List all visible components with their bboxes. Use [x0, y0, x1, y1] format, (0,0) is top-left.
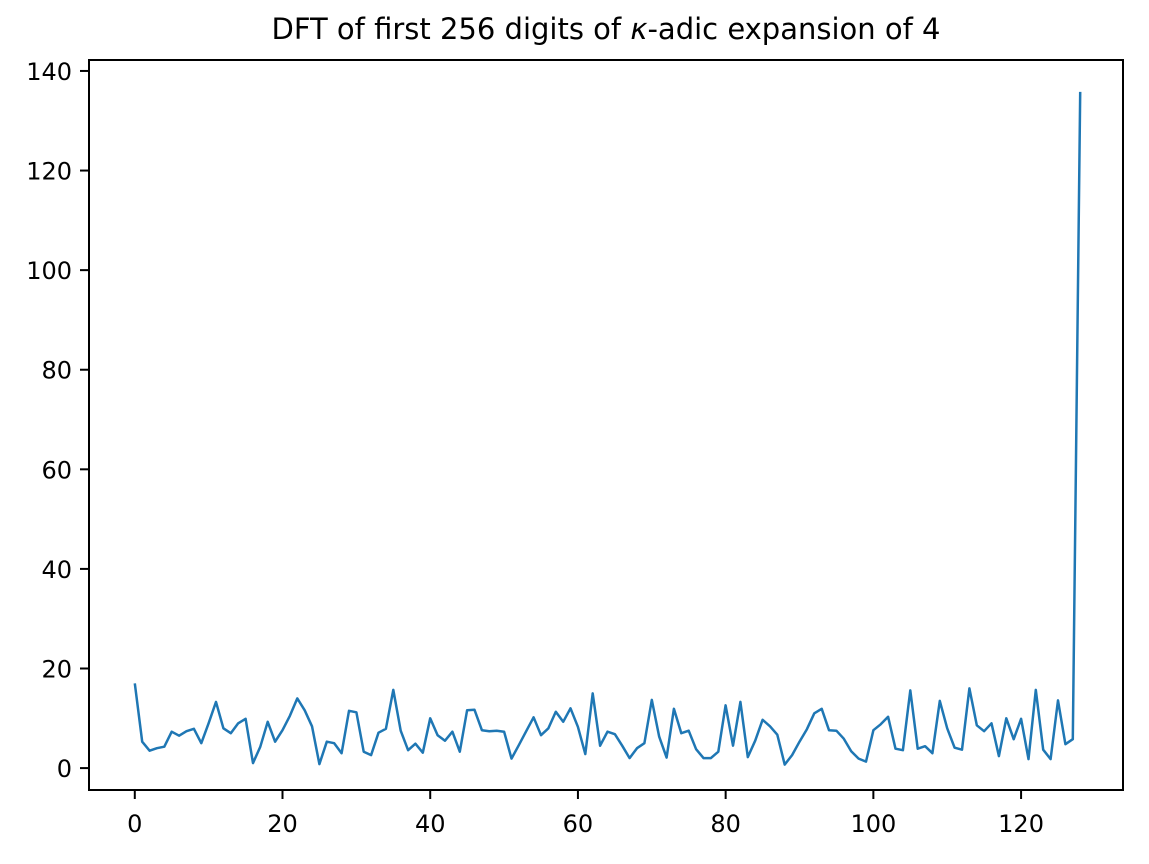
x-tick-label: 40	[415, 810, 446, 838]
x-tick-label: 20	[267, 810, 298, 838]
y-tick-label: 100	[26, 257, 72, 285]
x-tick-label: 80	[710, 810, 741, 838]
axes-frame	[88, 59, 1124, 791]
y-tick-label: 60	[41, 456, 72, 484]
y-tick-label: 140	[26, 58, 72, 86]
chart-title-kappa-symbol: κ	[630, 12, 648, 46]
chart-title-prefix: DFT of first 256 digits of	[271, 12, 631, 46]
y-tick-label: 20	[41, 655, 72, 683]
data-line	[133, 91, 1082, 766]
x-tick-label: 100	[850, 810, 896, 838]
y-tick-label: 120	[26, 158, 72, 186]
y-tick-label: 40	[41, 556, 72, 584]
x-tick-label: 60	[563, 810, 594, 838]
chart-title-suffix: -adic expansion of 4	[647, 12, 941, 46]
x-tick-label: 0	[127, 810, 142, 838]
x-tick-label: 120	[998, 810, 1044, 838]
y-tick-label: 80	[41, 357, 72, 385]
y-tick-label: 0	[57, 755, 72, 783]
chart-title: DFT of first 256 digits of κ-adic expans…	[89, 12, 1123, 46]
